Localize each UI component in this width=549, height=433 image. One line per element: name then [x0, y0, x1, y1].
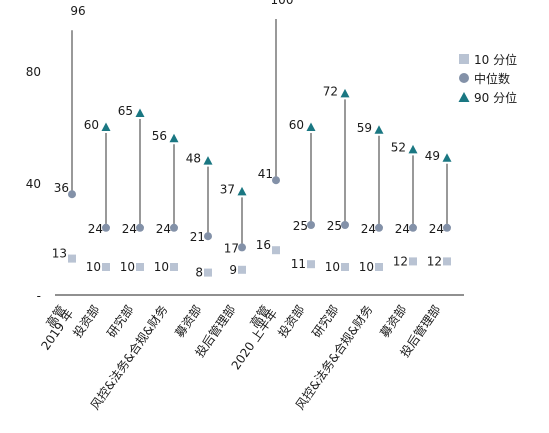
median-value-label: 24: [361, 222, 376, 236]
p90-value-label: 60: [84, 118, 99, 132]
p10-square-marker: [375, 263, 383, 271]
median-value-label: 24: [88, 222, 103, 236]
legend-triangle-icon: [458, 92, 470, 102]
p10-value-label: 9: [229, 263, 237, 277]
median-circle-marker: [443, 223, 451, 232]
median-circle-marker: [375, 223, 383, 232]
range-lines: [71, 19, 448, 245]
p10-square-marker: [68, 254, 76, 263]
p10-square-marker: [307, 260, 315, 269]
p10-value-label: 16: [256, 238, 271, 252]
p90-value-label: 56: [152, 129, 167, 143]
median-value-label: 25: [327, 219, 342, 233]
p90-triangle-marker: [169, 133, 179, 143]
median-value-label: 24: [429, 222, 444, 236]
p90-triangle-marker: [374, 125, 384, 134]
median-circle-marker: [307, 221, 315, 229]
p90-triangle-marker: [408, 144, 418, 154]
median-circle-marker: [409, 223, 417, 232]
p90-triangle-marker: [442, 153, 452, 162]
p10-square-marker: [341, 263, 349, 271]
median-circle-marker: [102, 223, 110, 232]
p90-value-label: 48: [186, 152, 201, 166]
p10-value-label: 8: [195, 266, 203, 280]
p10-value-label: 10: [154, 260, 169, 274]
p10-value-label: 11: [291, 257, 306, 271]
p90-value-label: 60: [289, 118, 304, 132]
p90-triangle-marker: [340, 88, 350, 98]
data-marks: [68, 88, 452, 277]
p10-value-label: 12: [393, 254, 408, 268]
p90-value-label: 100: [271, 0, 294, 7]
x-tick-label: 募资部: [172, 302, 205, 340]
x-tick-label: 募资部: [377, 302, 410, 340]
p10-square-marker: [238, 265, 246, 274]
median-value-label: 17: [224, 241, 239, 255]
y-tick-label: 80: [26, 65, 41, 79]
median-circle-marker: [170, 223, 178, 232]
p10-value-label: 10: [325, 260, 340, 274]
legend-square-icon: [459, 54, 469, 64]
median-circle-marker: [136, 223, 144, 232]
p10-square-marker: [204, 268, 212, 277]
x-tick-label: 投资部: [70, 302, 103, 340]
p10-value-label: 12: [427, 254, 442, 268]
median-value-label: 24: [395, 222, 410, 236]
p90-value-label: 59: [357, 121, 372, 135]
median-circle-marker: [238, 243, 246, 252]
y-axis: - 40 80: [26, 65, 41, 303]
x-tick-label: 研究部: [309, 302, 342, 340]
p10-value-label: 13: [52, 247, 67, 261]
p90-triangle-marker: [306, 122, 316, 131]
p10-square-marker: [443, 257, 451, 266]
y-tick-label: -: [37, 289, 41, 303]
median-circle-marker: [68, 190, 76, 199]
median-value-label: 21: [190, 230, 205, 244]
legend-label: 10 分位: [474, 52, 517, 67]
median-circle-marker: [204, 232, 212, 241]
p90-triangle-marker: [237, 186, 247, 196]
p10-square-marker: [409, 257, 417, 266]
p10-square-marker: [272, 246, 280, 255]
median-value-label: 25: [293, 219, 308, 233]
data-labels: 96 36 13 60 24 10 65 24 10 56 24 10 48 21 8 37 17 9 100 41 1…: [52, 0, 444, 280]
p10-value-label: 10: [86, 260, 101, 274]
x-tick-label: 研究部: [104, 302, 137, 340]
p10-value-label: 10: [120, 260, 135, 274]
p90-value-label: 52: [391, 140, 406, 154]
p90-value-label: 49: [425, 149, 440, 163]
median-value-label: 24: [122, 222, 137, 236]
p90-value-label: 37: [220, 182, 235, 196]
legend-circle-icon: [459, 73, 469, 83]
p90-triangle-marker: [135, 108, 145, 117]
p90-triangle-marker: [203, 156, 213, 165]
p90-triangle-marker: [101, 122, 111, 131]
p90-value-label: 65: [118, 104, 133, 118]
x-tick-label: 投资部: [275, 302, 308, 340]
p10-square-marker: [136, 263, 144, 271]
legend-label: 90 分位: [474, 90, 517, 105]
y-tick-label: 40: [26, 177, 41, 191]
p10-square-marker: [170, 263, 178, 271]
p10-value-label: 10: [359, 260, 374, 274]
median-value-label: 41: [258, 167, 273, 181]
median-value-label: 24: [156, 222, 171, 236]
median-value-label: 36: [54, 181, 69, 195]
median-circle-marker: [341, 221, 349, 229]
median-circle-marker: [272, 176, 280, 185]
legend-label: 中位数: [474, 71, 510, 86]
p90-value-label: 96: [70, 4, 85, 18]
p90-value-label: 72: [323, 84, 338, 98]
p10-square-marker: [102, 263, 110, 271]
